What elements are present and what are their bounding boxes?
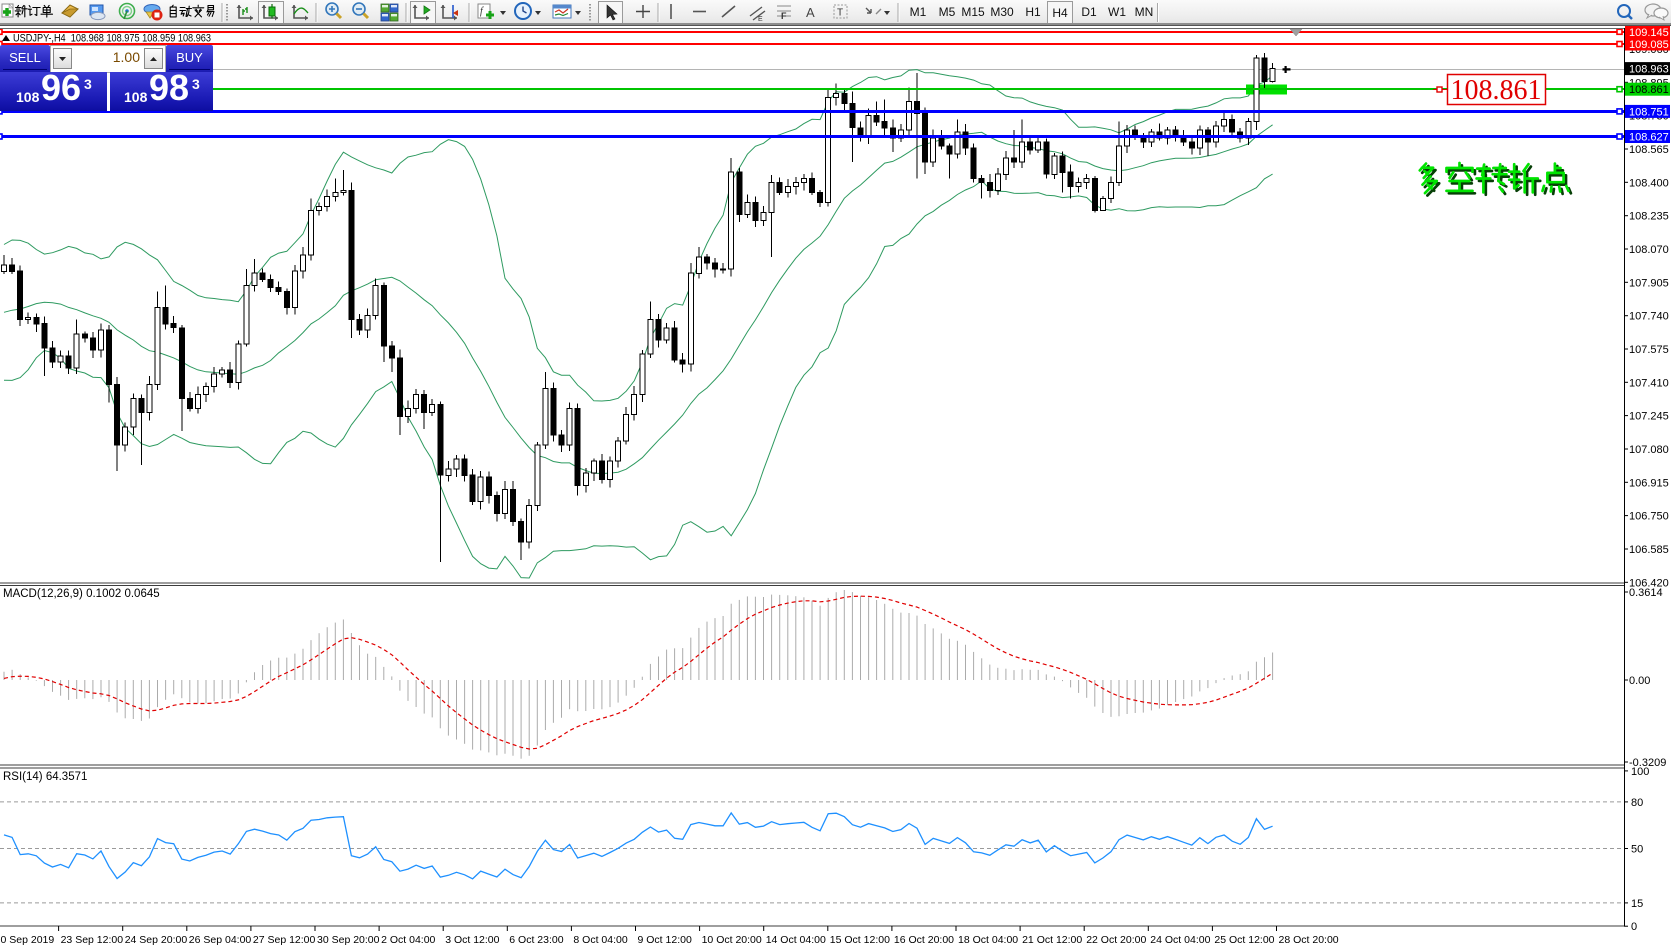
svg-text:10 Oct 20:00: 10 Oct 20:00 [702, 934, 762, 946]
svg-text:14 Oct 04:00: 14 Oct 04:00 [766, 934, 826, 946]
svg-text:107.245: 107.245 [1629, 411, 1669, 423]
svg-text:108.861: 108.861 [1629, 84, 1669, 96]
svg-text:2 Oct 04:00: 2 Oct 04:00 [381, 934, 435, 946]
svg-text:106.585: 106.585 [1629, 544, 1669, 556]
svg-text:108.070: 108.070 [1629, 244, 1669, 256]
svg-text:15: 15 [1631, 898, 1643, 910]
svg-text:6 Oct 23:00: 6 Oct 23:00 [509, 934, 563, 946]
svg-text:f: f [480, 6, 484, 17]
svg-text:108.861: 108.861 [1451, 75, 1542, 106]
svg-text:MACD(12,26,9) 0.1002 0.0645: MACD(12,26,9) 0.1002 0.0645 [3, 588, 160, 600]
svg-text:25 Oct 12:00: 25 Oct 12:00 [1214, 934, 1274, 946]
svg-text:9 Oct 12:00: 9 Oct 12:00 [638, 934, 692, 946]
svg-text:16 Oct 20:00: 16 Oct 20:00 [894, 934, 954, 946]
svg-text:27 Sep 12:00: 27 Sep 12:00 [253, 934, 316, 946]
svg-text:50: 50 [1631, 844, 1643, 856]
svg-text:T: T [837, 8, 843, 19]
svg-text:100: 100 [1631, 766, 1649, 778]
svg-text:107.410: 107.410 [1629, 377, 1669, 389]
svg-text:26 Sep 04:00: 26 Sep 04:00 [189, 934, 252, 946]
svg-text:108.400: 108.400 [1629, 177, 1669, 189]
svg-text:21 Oct 12:00: 21 Oct 12:00 [1022, 934, 1082, 946]
svg-text:24 Oct 04:00: 24 Oct 04:00 [1150, 934, 1210, 946]
svg-text:24 Sep 20:00: 24 Sep 20:00 [125, 934, 188, 946]
svg-text:22 Oct 20:00: 22 Oct 20:00 [1086, 934, 1146, 946]
svg-text:108.751: 108.751 [1629, 106, 1669, 118]
svg-text:28 Oct 20:00: 28 Oct 20:00 [1279, 934, 1339, 946]
svg-text:106.915: 106.915 [1629, 477, 1669, 489]
svg-text:108.627: 108.627 [1629, 132, 1669, 144]
svg-text:E: E [758, 16, 763, 23]
svg-text:3 Oct 12:00: 3 Oct 12:00 [445, 934, 499, 946]
svg-text:80: 80 [1631, 797, 1643, 809]
svg-text:106.750: 106.750 [1629, 511, 1669, 523]
svg-text:23 Sep 12:00: 23 Sep 12:00 [61, 934, 124, 946]
svg-text:30 Sep 20:00: 30 Sep 20:00 [317, 934, 380, 946]
svg-text:0 Sep 2019: 0 Sep 2019 [1, 934, 55, 946]
svg-text:USDJPY-,H4 108.968 108.975 10: USDJPY-,H4 108.968 108.975 108.959 108.9… [13, 33, 211, 45]
svg-text:108.565: 108.565 [1629, 144, 1669, 156]
svg-text:107.575: 107.575 [1629, 344, 1669, 356]
svg-text:108.963: 108.963 [1629, 64, 1669, 76]
svg-text:-0.3209: -0.3209 [1629, 757, 1666, 769]
svg-text:108.235: 108.235 [1629, 211, 1669, 223]
svg-text:18 Oct 04:00: 18 Oct 04:00 [958, 934, 1018, 946]
svg-text:0: 0 [1631, 921, 1637, 933]
svg-text:15 Oct 12:00: 15 Oct 12:00 [830, 934, 890, 946]
svg-text:109.085: 109.085 [1629, 39, 1669, 51]
svg-text:106.420: 106.420 [1629, 577, 1669, 589]
svg-text:A: A [806, 5, 815, 20]
svg-text:109.145: 109.145 [1629, 27, 1669, 39]
svg-text:107.740: 107.740 [1629, 311, 1669, 323]
svg-text:RSI(14) 64.3571: RSI(14) 64.3571 [3, 771, 87, 783]
svg-text:0.3614: 0.3614 [1629, 587, 1663, 599]
svg-text:107.080: 107.080 [1629, 444, 1669, 456]
svg-text:0.00: 0.00 [1629, 675, 1650, 687]
svg-text:8 Oct 04:00: 8 Oct 04:00 [573, 934, 627, 946]
svg-text:F: F [781, 11, 787, 21]
svg-text:107.905: 107.905 [1629, 277, 1669, 289]
